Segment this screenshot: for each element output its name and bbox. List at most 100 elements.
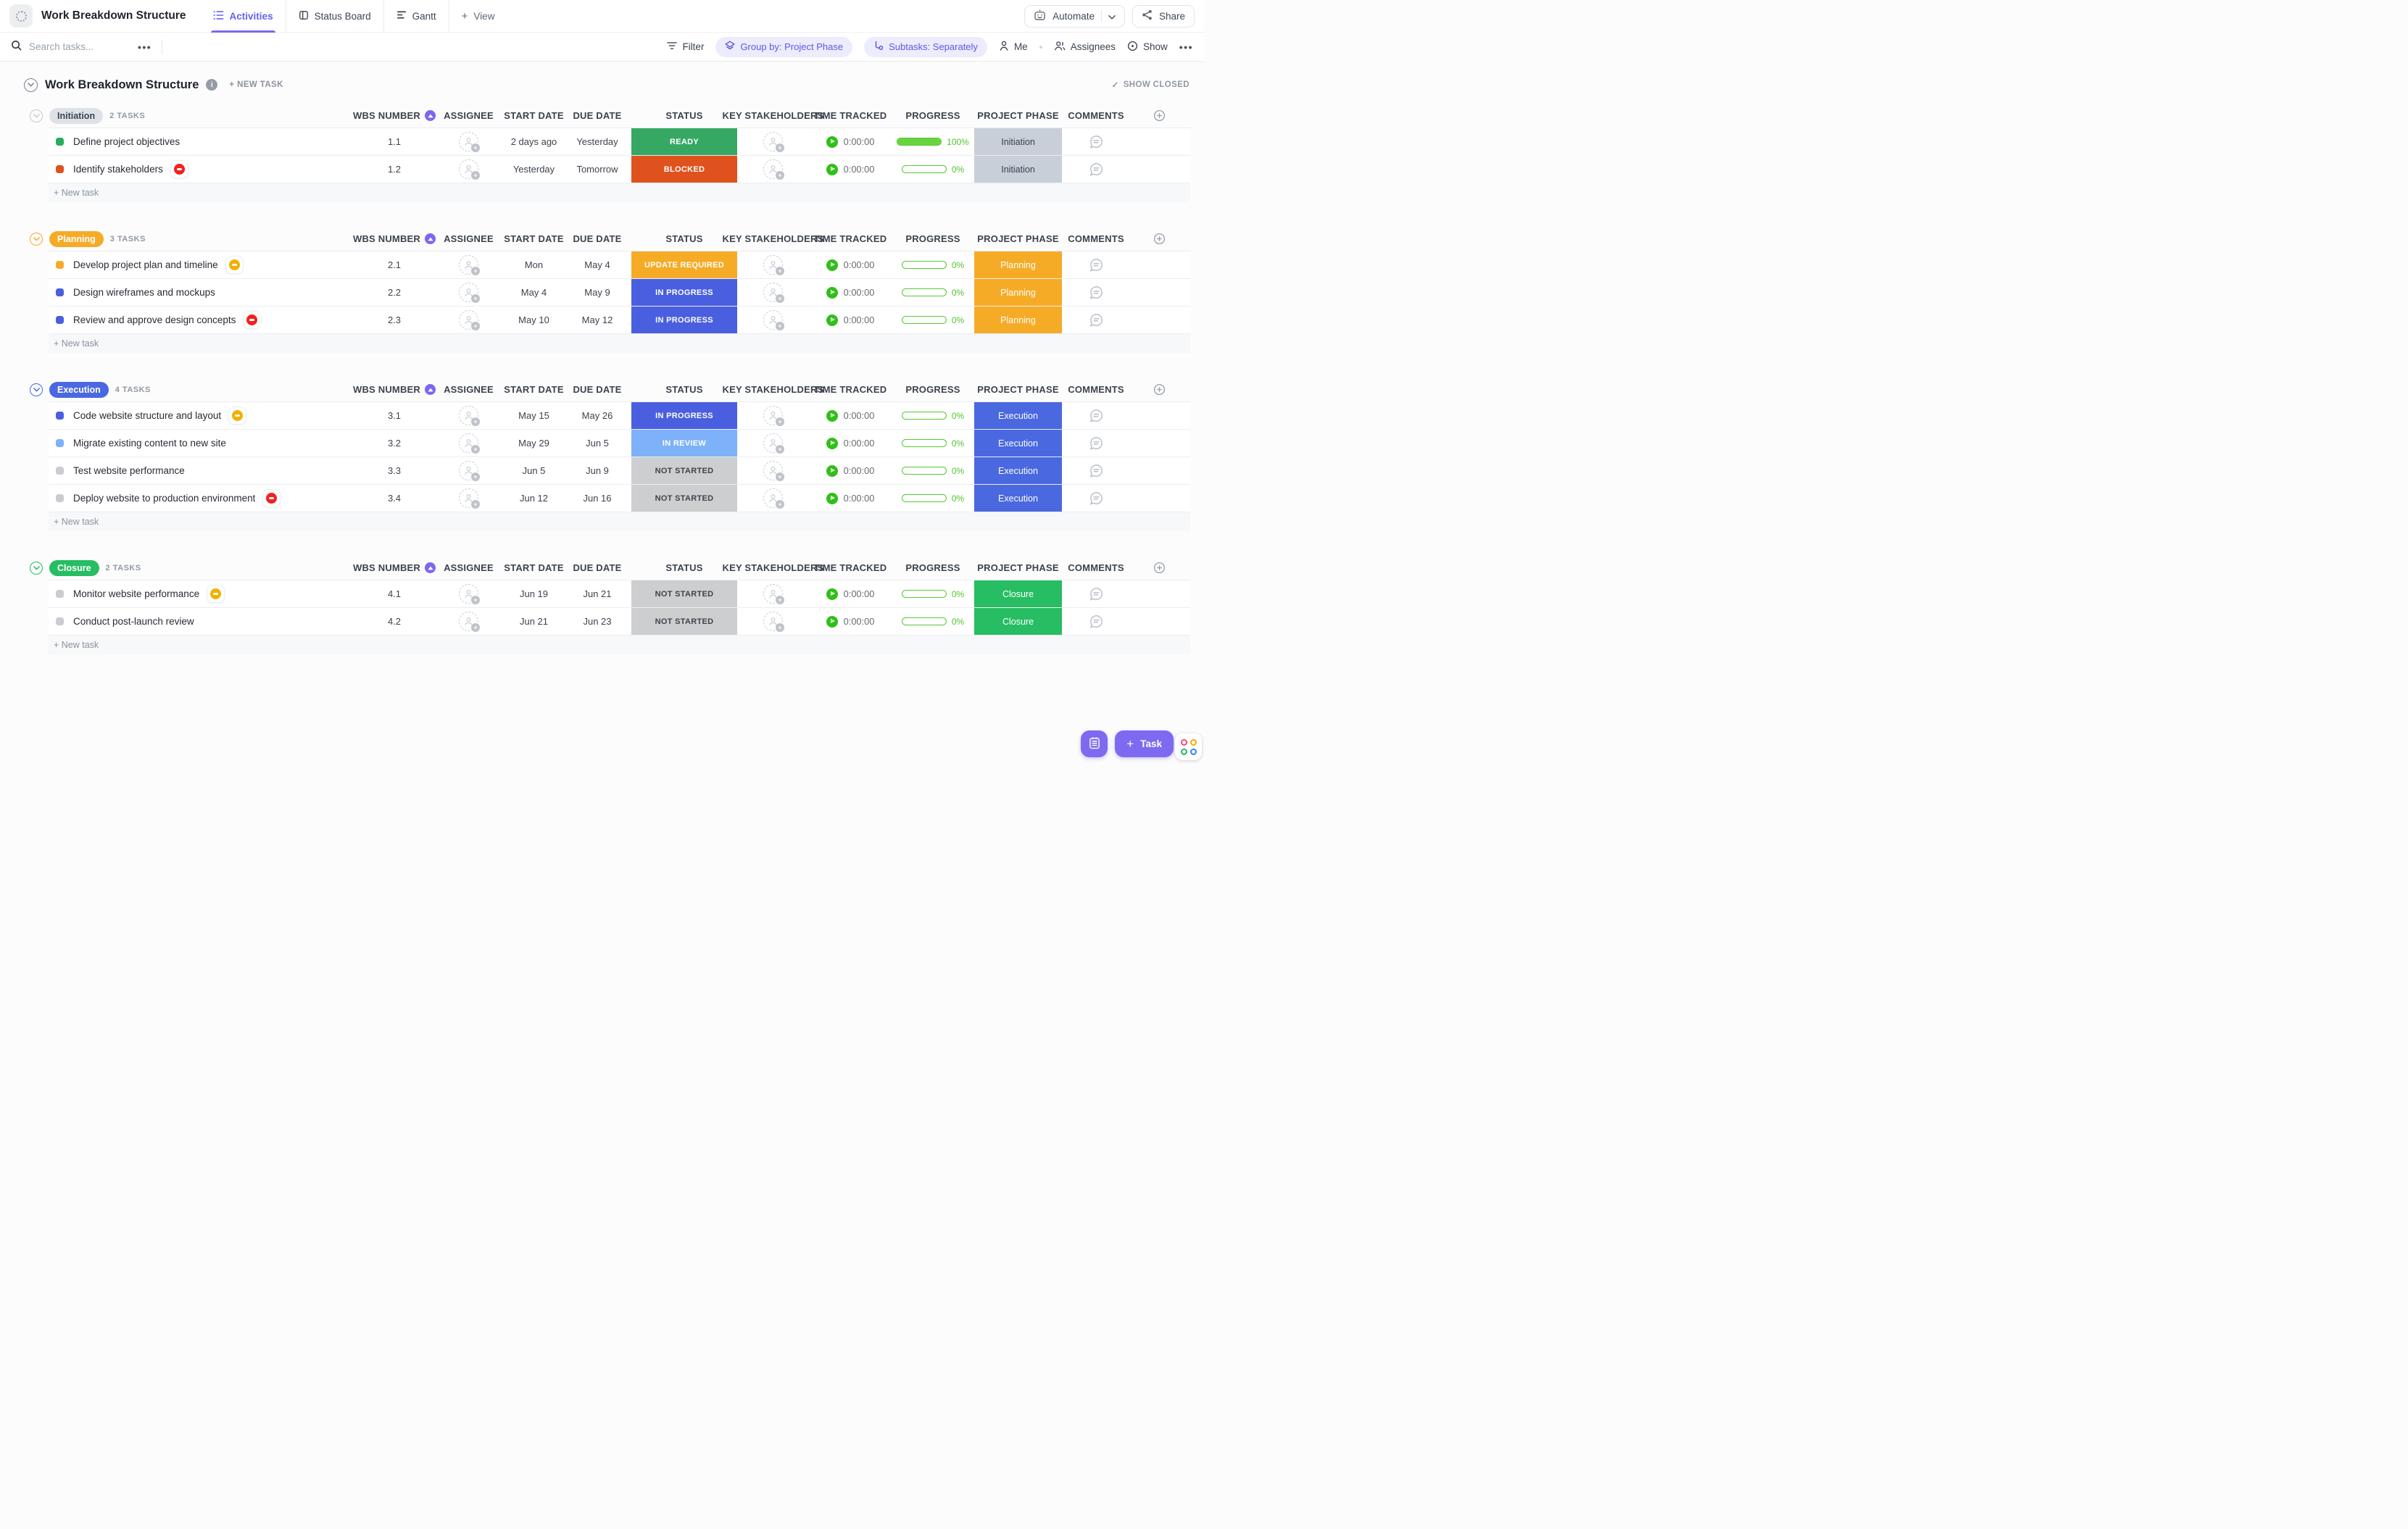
task-name-cell[interactable]: Monitor website performance xyxy=(49,580,354,607)
task-due-date[interactable]: Yesterday xyxy=(576,136,618,147)
task-name[interactable]: Review and approve design concepts xyxy=(73,314,236,325)
column-header-start[interactable]: START DATE xyxy=(504,110,564,121)
column-header-progress[interactable]: PROGRESS xyxy=(905,110,960,121)
column-header-stake[interactable]: KEY STAKEHOLDERS xyxy=(722,233,824,244)
task-name[interactable]: Identify stakeholders xyxy=(73,164,163,175)
column-header-progress[interactable]: PROGRESS xyxy=(905,384,960,395)
play-timer-icon[interactable] xyxy=(826,437,838,449)
time-tracked-cell[interactable]: 0:00:00 xyxy=(807,485,893,512)
task-status-dot[interactable] xyxy=(56,590,64,598)
on-hold-flag-icon[interactable] xyxy=(207,585,225,603)
comments-cell[interactable] xyxy=(1063,402,1129,429)
add-assignee-avatar[interactable]: + xyxy=(459,159,480,180)
time-tracked-cell[interactable]: 0:00:00 xyxy=(807,251,893,278)
column-header-due[interactable]: DUE DATE xyxy=(573,562,622,573)
comments-cell[interactable] xyxy=(1063,279,1129,306)
on-hold-flag-icon[interactable] xyxy=(228,407,247,425)
toolbar-more-button[interactable]: ••• xyxy=(1179,41,1193,53)
task-due-date[interactable]: Jun 5 xyxy=(586,438,609,449)
group-collapse-button[interactable] xyxy=(30,109,43,122)
column-header-assignee[interactable]: ASSIGNEE xyxy=(444,233,494,244)
key-stakeholders-cell[interactable]: + xyxy=(739,608,807,635)
task-status[interactable]: NOT STARTED xyxy=(630,608,739,635)
task-name[interactable]: Develop project plan and timeline xyxy=(73,259,218,270)
add-column-icon[interactable] xyxy=(1153,562,1166,574)
key-stakeholders-cell[interactable]: + xyxy=(739,128,807,155)
add-task-row[interactable]: + New task xyxy=(49,636,1190,654)
task-status[interactable]: BLOCKED xyxy=(630,156,739,183)
comment-bubble-icon[interactable] xyxy=(1089,463,1104,478)
task-start-date[interactable]: Yesterday xyxy=(512,164,555,175)
play-timer-icon[interactable] xyxy=(826,588,838,600)
add-assignee-avatar[interactable]: + xyxy=(459,283,480,303)
task-name[interactable]: Monitor website performance xyxy=(73,588,200,599)
time-tracked-cell[interactable]: 0:00:00 xyxy=(807,128,893,155)
task-start-date[interactable]: Mon xyxy=(524,259,544,270)
comments-cell[interactable] xyxy=(1063,608,1129,635)
task-start-date[interactable]: May 4 xyxy=(520,287,547,298)
task-start-date[interactable]: Jun 19 xyxy=(519,588,549,599)
task-project-phase[interactable]: Execution xyxy=(973,457,1063,484)
time-tracked-cell[interactable]: 0:00:00 xyxy=(807,580,893,607)
task-status-dot[interactable] xyxy=(56,467,64,475)
column-header-assignee[interactable]: ASSIGNEE xyxy=(444,562,494,573)
comments-cell[interactable] xyxy=(1063,485,1129,512)
add-assignee-avatar[interactable]: + xyxy=(763,132,784,152)
task-start-date[interactable]: May 10 xyxy=(518,314,549,325)
add-assignee-avatar[interactable]: + xyxy=(459,612,480,632)
add-assignee-avatar[interactable]: + xyxy=(763,283,784,303)
task-start-date[interactable]: Jun 21 xyxy=(519,616,549,627)
column-header-wbs[interactable]: WBS NUMBER xyxy=(353,227,436,251)
comment-bubble-icon[interactable] xyxy=(1089,586,1104,601)
add-task-row[interactable]: + New task xyxy=(49,183,1190,202)
task-name[interactable]: Code website structure and layout xyxy=(73,410,222,421)
comment-bubble-icon[interactable] xyxy=(1089,285,1104,300)
task-due-date[interactable]: Jun 21 xyxy=(583,588,612,599)
sort-ascending-badge[interactable] xyxy=(425,562,436,573)
key-stakeholders-cell[interactable]: + xyxy=(739,485,807,512)
column-header-phase[interactable]: PROJECT PHASE xyxy=(977,233,1059,244)
comments-cell[interactable] xyxy=(1063,156,1129,183)
comment-bubble-icon[interactable] xyxy=(1089,436,1104,451)
add-view-button[interactable]: + View xyxy=(448,0,507,33)
assignee-cell[interactable]: + xyxy=(434,156,503,183)
chevron-down-icon[interactable] xyxy=(1108,11,1116,22)
task-name-cell[interactable]: Identify stakeholders xyxy=(49,156,354,183)
add-task-fab-button[interactable]: + Task xyxy=(1115,730,1174,757)
column-header-phase[interactable]: PROJECT PHASE xyxy=(977,562,1059,573)
column-header-assignee[interactable]: ASSIGNEE xyxy=(444,384,494,395)
task-name-cell[interactable]: Define project objectives xyxy=(49,128,354,155)
subtasks-pill[interactable]: Subtasks: Separately xyxy=(864,36,987,57)
task-project-phase[interactable]: Initiation xyxy=(973,156,1063,183)
task-due-date[interactable]: Jun 9 xyxy=(586,465,609,476)
comments-cell[interactable] xyxy=(1063,457,1129,484)
collapse-list-button[interactable] xyxy=(24,78,38,92)
add-assignee-avatar[interactable]: + xyxy=(459,310,480,330)
add-assignee-avatar[interactable]: + xyxy=(763,488,784,509)
task-name[interactable]: Conduct post-launch review xyxy=(73,616,194,627)
assignee-cell[interactable]: + xyxy=(434,485,503,512)
sort-ascending-badge[interactable] xyxy=(425,384,436,395)
column-header-wbs[interactable]: WBS NUMBER xyxy=(353,556,436,580)
blocked-flag-icon[interactable] xyxy=(262,489,281,507)
group-collapse-button[interactable] xyxy=(30,561,43,575)
tab-gantt[interactable]: Gantt xyxy=(383,0,449,33)
comment-bubble-icon[interactable] xyxy=(1089,491,1104,506)
new-task-button[interactable]: + NEW TASK xyxy=(229,80,283,89)
sort-ascending-badge[interactable] xyxy=(425,233,436,244)
add-assignee-avatar[interactable]: + xyxy=(763,310,784,330)
tab-activities[interactable]: Activities xyxy=(201,0,286,33)
assignee-cell[interactable]: + xyxy=(434,402,503,429)
task-status-dot[interactable] xyxy=(56,261,64,269)
task-project-phase[interactable]: Planning xyxy=(973,279,1063,306)
task-name[interactable]: Deploy website to production environment xyxy=(73,493,256,504)
tab-status-board[interactable]: Status Board xyxy=(285,0,383,33)
play-timer-icon[interactable] xyxy=(826,492,838,504)
column-header-comments[interactable]: COMMENTS xyxy=(1068,233,1124,244)
add-assignee-avatar[interactable]: + xyxy=(763,612,784,632)
task-status[interactable]: IN PROGRESS xyxy=(630,307,739,333)
task-name[interactable]: Test website performance xyxy=(73,465,185,476)
task-status-dot[interactable] xyxy=(56,288,64,296)
key-stakeholders-cell[interactable]: + xyxy=(739,580,807,607)
comments-cell[interactable] xyxy=(1063,251,1129,278)
